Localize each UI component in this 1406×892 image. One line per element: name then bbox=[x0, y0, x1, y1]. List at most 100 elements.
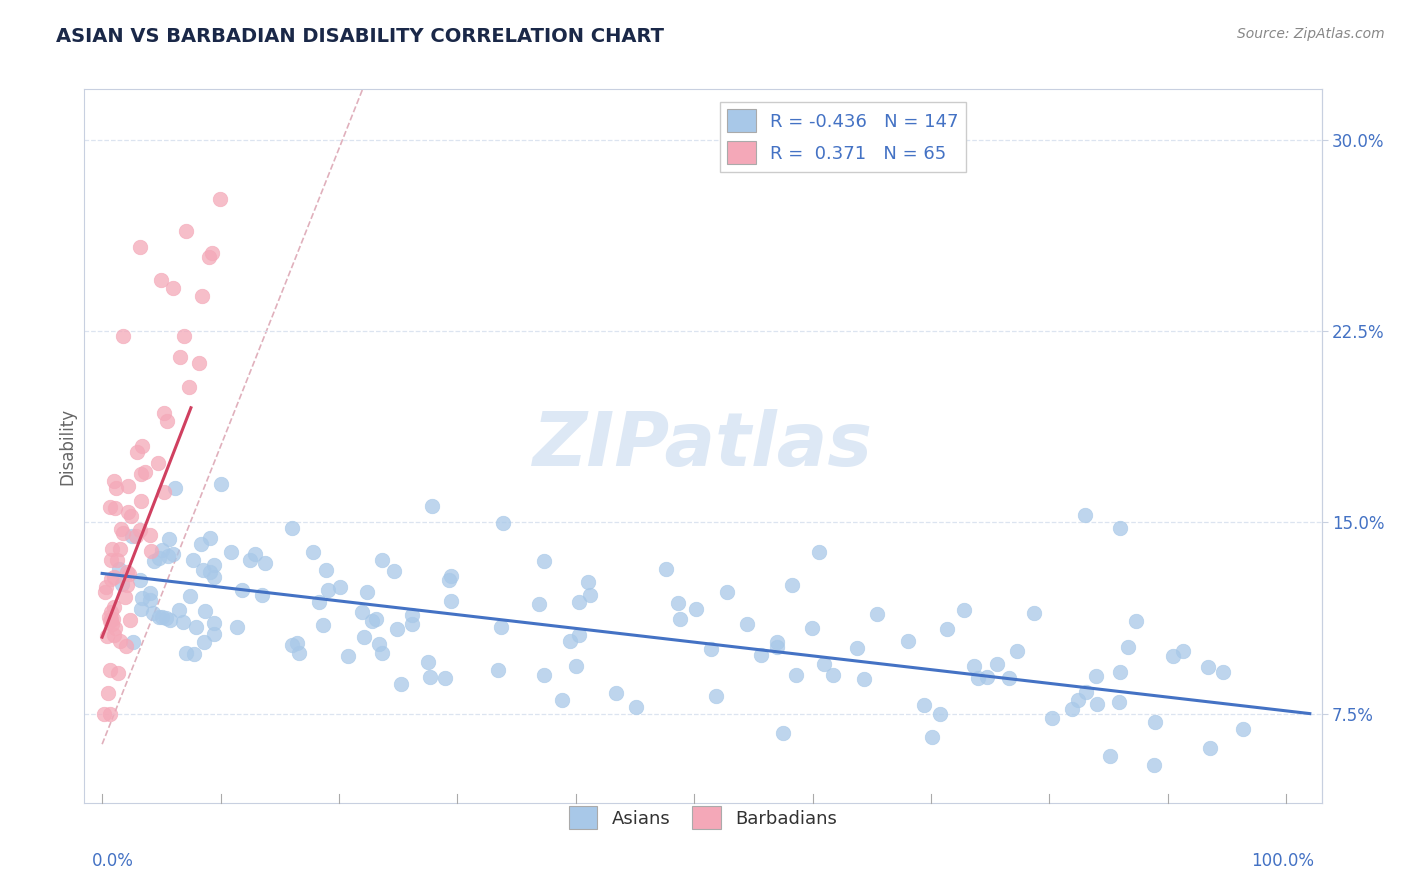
Point bbox=[371, 553, 394, 567]
Point bbox=[385, 622, 408, 636]
Point bbox=[107, 666, 129, 681]
Point bbox=[120, 509, 142, 524]
Point bbox=[807, 545, 830, 559]
Point bbox=[1109, 520, 1132, 534]
Point bbox=[93, 706, 115, 721]
Point bbox=[115, 639, 138, 653]
Text: 100.0%: 100.0% bbox=[1251, 852, 1315, 870]
Point bbox=[434, 672, 457, 686]
Point bbox=[100, 605, 122, 619]
Point bbox=[356, 584, 378, 599]
Point bbox=[655, 562, 678, 576]
Point bbox=[1085, 697, 1108, 711]
Point bbox=[371, 646, 394, 660]
Point bbox=[183, 647, 205, 661]
Point bbox=[422, 500, 444, 514]
Point bbox=[139, 544, 162, 558]
Point bbox=[749, 648, 772, 662]
Legend: Asians, Barbadians: Asians, Barbadians bbox=[561, 799, 845, 837]
Point bbox=[98, 663, 121, 677]
Point bbox=[963, 658, 986, 673]
Point bbox=[998, 672, 1021, 686]
Point bbox=[329, 580, 352, 594]
Point bbox=[163, 481, 186, 495]
Point bbox=[155, 611, 177, 625]
Point bbox=[1099, 748, 1122, 763]
Point bbox=[114, 590, 136, 604]
Point bbox=[866, 607, 889, 622]
Point bbox=[96, 629, 118, 643]
Point bbox=[1125, 614, 1147, 628]
Point bbox=[101, 542, 124, 557]
Point bbox=[254, 556, 277, 570]
Point bbox=[245, 547, 267, 561]
Point bbox=[104, 501, 127, 516]
Point bbox=[129, 523, 152, 537]
Point bbox=[285, 636, 308, 650]
Point bbox=[118, 613, 141, 627]
Point bbox=[169, 350, 191, 364]
Point bbox=[103, 628, 125, 642]
Point bbox=[198, 565, 221, 579]
Point bbox=[176, 224, 198, 238]
Point bbox=[148, 551, 170, 566]
Point bbox=[704, 690, 727, 704]
Point bbox=[533, 668, 555, 682]
Point bbox=[785, 667, 807, 681]
Point bbox=[177, 379, 200, 393]
Point bbox=[551, 692, 574, 706]
Point bbox=[353, 630, 375, 644]
Point bbox=[110, 522, 132, 536]
Point bbox=[1060, 701, 1083, 715]
Point bbox=[103, 612, 125, 626]
Point bbox=[953, 603, 976, 617]
Point bbox=[129, 493, 152, 508]
Point bbox=[1144, 715, 1167, 730]
Point bbox=[360, 614, 382, 628]
Point bbox=[110, 577, 132, 591]
Point bbox=[149, 272, 172, 286]
Point bbox=[202, 558, 225, 572]
Point bbox=[142, 606, 165, 620]
Point bbox=[735, 616, 758, 631]
Point bbox=[100, 612, 122, 626]
Y-axis label: Disability: Disability bbox=[58, 408, 76, 484]
Point bbox=[156, 413, 179, 427]
Point bbox=[172, 615, 194, 629]
Point bbox=[188, 356, 211, 370]
Point bbox=[579, 588, 602, 602]
Point bbox=[209, 477, 232, 491]
Point bbox=[568, 628, 591, 642]
Point bbox=[239, 553, 262, 567]
Point bbox=[1066, 693, 1088, 707]
Point bbox=[121, 529, 143, 543]
Point bbox=[1198, 741, 1220, 756]
Point bbox=[173, 328, 195, 343]
Point bbox=[1005, 644, 1028, 658]
Point bbox=[101, 616, 124, 631]
Point bbox=[440, 568, 463, 582]
Point bbox=[287, 646, 309, 660]
Point bbox=[489, 620, 512, 634]
Point bbox=[912, 698, 935, 712]
Point bbox=[700, 642, 723, 657]
Point bbox=[315, 563, 337, 577]
Text: Source: ZipAtlas.com: Source: ZipAtlas.com bbox=[1237, 27, 1385, 41]
Point bbox=[929, 706, 952, 721]
Point bbox=[384, 564, 406, 578]
Point bbox=[605, 686, 627, 700]
Point bbox=[1074, 508, 1097, 522]
Point bbox=[208, 192, 231, 206]
Point bbox=[439, 593, 461, 607]
Point bbox=[156, 549, 179, 563]
Point bbox=[131, 601, 153, 615]
Point bbox=[976, 670, 998, 684]
Point bbox=[191, 288, 214, 302]
Point bbox=[98, 706, 121, 721]
Point bbox=[152, 485, 174, 500]
Point bbox=[100, 572, 122, 586]
Point bbox=[813, 657, 835, 671]
Point bbox=[765, 640, 787, 655]
Point bbox=[1198, 660, 1220, 674]
Point bbox=[162, 281, 184, 295]
